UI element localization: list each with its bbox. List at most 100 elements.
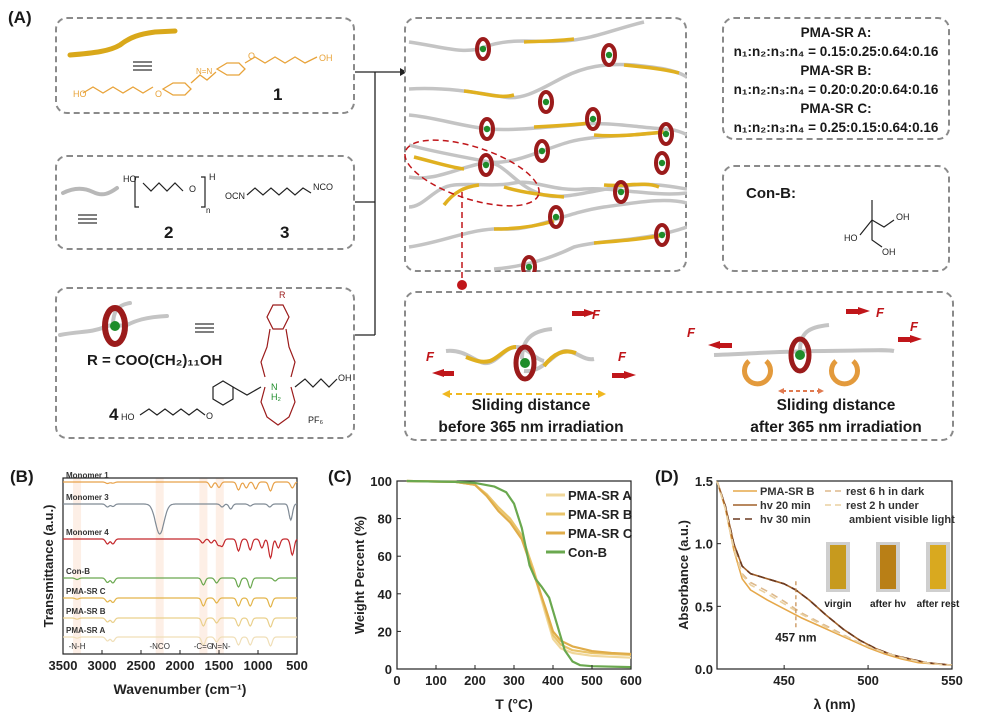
- ammonium-dot-icon: [483, 125, 491, 133]
- ammonium-dot-icon: [520, 358, 530, 368]
- y-tick-label: 100: [370, 474, 392, 489]
- crown-ring-icon: [788, 336, 812, 374]
- x-tick-label: 550: [941, 673, 963, 688]
- cis-azo-loop-icon: [829, 359, 860, 387]
- sliding-illustration: F F F F F F: [426, 305, 922, 398]
- axle-hydroxyl-right: OH: [338, 373, 352, 383]
- crown-ether-skeleton: [260, 304, 296, 426]
- ptmg-skeleton: [134, 176, 206, 208]
- hydroxyl-left-label: HO: [73, 89, 87, 99]
- azo-segment: [593, 130, 665, 138]
- uv-line-hv-20-min: [716, 480, 953, 666]
- spectrum-line-pma-sr-c: [63, 597, 297, 608]
- caption-after-line2: after 365 nm irradiation: [750, 419, 922, 436]
- ammonium-label: N: [271, 382, 278, 392]
- spectrum-line-pma-sr-b: [63, 617, 297, 628]
- x-tick-label: 100: [425, 673, 447, 688]
- force-arrow-left-icon: [708, 341, 720, 349]
- crown-ring-icon: [513, 344, 537, 382]
- wavelength-annotation: 457 nm: [775, 630, 816, 644]
- ammonium-dot-icon: [482, 161, 490, 169]
- azo-segment: [593, 233, 665, 245]
- ammonium-dot-icon: [589, 115, 597, 123]
- x-axis-label: T (°C): [495, 696, 532, 712]
- ammonium-dot-icon: [605, 51, 613, 59]
- crown-ring-icon: [538, 90, 554, 114]
- ptmg-repeat-label: n: [206, 206, 210, 215]
- crown-ring-icon: [102, 305, 128, 347]
- con-b-oh2: HO: [844, 233, 858, 243]
- x-tick-label: 3500: [49, 658, 78, 673]
- polymer-network-illustration: [408, 20, 687, 272]
- y-tick-label: 0.0: [695, 662, 713, 677]
- x-tick-label: 3000: [88, 658, 117, 673]
- series-label: Monomer 3: [66, 493, 109, 502]
- x-tick-label: 2000: [166, 658, 195, 673]
- y-tick-label: 60: [378, 549, 392, 564]
- caption-after: Sliding distance after 365 nm irradiatio…: [726, 395, 946, 439]
- compound-2-3-box: HO O H n 2 OCN NCO 3: [55, 155, 355, 250]
- x-tick-label: 600: [620, 673, 642, 688]
- y-tick-label: 0: [385, 662, 392, 677]
- r-label: R: [279, 290, 286, 300]
- panel-d-label: (D): [655, 467, 679, 486]
- ammonium-dot-icon: [658, 159, 666, 167]
- ptmg-hydroxyl-label: HO: [123, 174, 137, 184]
- azo-chain-icon: [67, 28, 178, 58]
- ether-label-right: O: [248, 51, 255, 61]
- axle-skeleton: [139, 378, 338, 416]
- series-label: PMA-SR B: [66, 607, 106, 616]
- tga-line-con-b: [406, 479, 632, 669]
- highlight-band: [199, 478, 208, 654]
- uv-vis-chart: 457 nm 450 500 550 0.0 0.5 1.0 1.5 λ (nm) Absorba…: [676, 474, 963, 712]
- connector-lines: [355, 68, 405, 336]
- crown-ring-icon: [534, 139, 550, 163]
- force-arrow-up-right-icon: [584, 309, 596, 317]
- azo-segment: [503, 185, 565, 199]
- x-tick-label: 500: [857, 673, 879, 688]
- compound-2-3-structure: HO O H n 2 OCN NCO 3: [61, 172, 333, 242]
- crown-ring-icon: [654, 223, 670, 247]
- ptmg-ether-label: O: [189, 184, 196, 194]
- x-tick-label: 0: [393, 673, 400, 688]
- caption-after-line1: Sliding distance: [776, 397, 896, 414]
- panel-c-label: (C): [328, 467, 352, 486]
- crown-ring-icon: [548, 205, 564, 229]
- azo-segment: [463, 89, 515, 99]
- compound-4-box: R = COO(CH₂)₁₁OH R N H₂ 4 HO O OH PF₆: [55, 287, 355, 439]
- ammonium-dot-icon: [110, 321, 120, 331]
- crown-ring-icon: [613, 180, 629, 204]
- ether-label-left: O: [155, 89, 162, 99]
- compound-1-number: 1: [273, 85, 282, 104]
- axle-hydroxyl-left: HO: [121, 412, 135, 422]
- ftir-chart: Monomer 1 Monomer 3 Monomer 4 Con-B PMA-SR C…: [41, 471, 308, 697]
- ammonium-dot-icon: [525, 263, 533, 271]
- crown-ring-icon: [475, 37, 491, 61]
- panel-a-label: (A): [8, 8, 32, 27]
- series-label: Con-B: [66, 567, 90, 576]
- spectrum-line-monomer-3: [63, 503, 298, 535]
- crown-ring-icon: [658, 122, 674, 146]
- y-axis-label: Weight Percent (%): [352, 516, 367, 634]
- x-tick-label: 300: [503, 673, 525, 688]
- film-photo-label: virgin: [824, 599, 851, 610]
- compound-4-number: 4: [109, 405, 119, 424]
- con-b-box: Con-B: OH HO OH: [722, 165, 950, 272]
- ratio-sample-name: PMA-SR C:: [800, 101, 872, 116]
- x-tick-label: 200: [464, 673, 486, 688]
- ammonium-dot-icon: [795, 350, 805, 360]
- x-axis-label: λ (nm): [814, 696, 856, 712]
- ratio-value: n₁:n₂:n₃:n₄ = 0.15:0.25:0.64:0.16: [733, 44, 939, 59]
- legend-label: PMA-SR B: [760, 486, 814, 498]
- ammonium-dot-icon: [542, 98, 550, 106]
- x-tick-label: 1500: [205, 658, 234, 673]
- equivalent-icon: [78, 214, 97, 224]
- force-label: F: [592, 307, 601, 322]
- azo-label: N=N: [196, 67, 212, 76]
- force-arrow-right-icon: [624, 371, 636, 379]
- ammonium-dot-icon: [662, 130, 670, 138]
- compound-3-number: 3: [280, 223, 289, 242]
- cis-azo-loop-icon: [742, 359, 773, 387]
- force-label: F: [426, 349, 435, 364]
- axle-ether-label: O: [206, 411, 213, 421]
